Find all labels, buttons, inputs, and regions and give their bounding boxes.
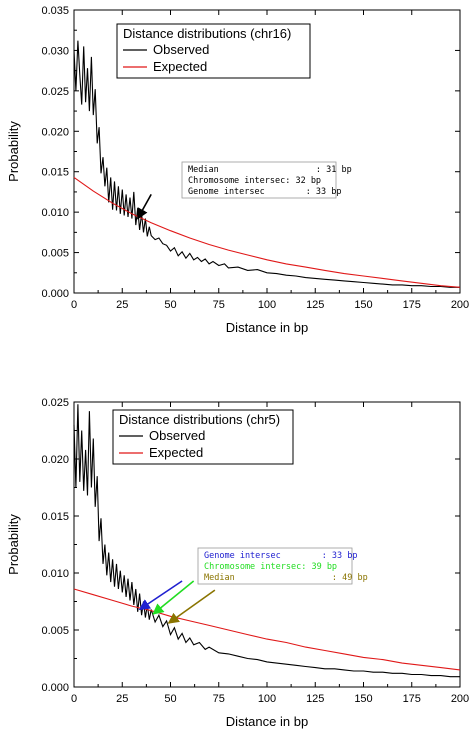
- y-tick-label: 0.005: [41, 625, 69, 637]
- annotation-arrows: [138, 580, 216, 624]
- legend: Distance distributions (chr5) Observed E…: [112, 409, 294, 465]
- x-tick-label: 200: [451, 299, 469, 311]
- series-line-observed: [73, 40, 460, 288]
- y-tick-label: 0.015: [41, 167, 69, 179]
- x-tick-label: 50: [164, 693, 176, 705]
- x-tick-labels: 0 25 50 75 100 125 150 175 200: [71, 693, 469, 705]
- y-tick-label: 0.030: [41, 45, 69, 57]
- annotation-arrow: [138, 580, 183, 611]
- annotation-chromosome-intersec: Chromosome intersec: 32 bp: [188, 176, 321, 186]
- legend-label-observed: Observed: [153, 42, 209, 57]
- y-tick-label: 0.005: [41, 248, 69, 260]
- legend-title: Distance distributions (chr16): [123, 26, 291, 41]
- annotation-box: Genome intersec : 33 bp Chromosome inter…: [197, 547, 368, 585]
- x-tick-label: 100: [258, 693, 276, 705]
- y-tick-label: 0.000: [41, 288, 69, 300]
- x-tick-label: 0: [71, 693, 77, 705]
- annotation-arrows: [136, 193, 152, 220]
- tick-marks: [73, 401, 461, 688]
- y-tick-label: 0.000: [41, 682, 69, 694]
- annotation-box: Median : 31 bp Chromosome intersec: 32 b…: [181, 161, 352, 199]
- x-tick-label: 25: [116, 299, 128, 311]
- tick-marks: [73, 9, 461, 294]
- legend-box: [112, 409, 294, 465]
- y-tick-label: 0.015: [41, 511, 69, 523]
- chart-panel-chr5: 0 25 50 75 100 125 150 175 200 0.0000.0050.0100.…: [6, 397, 469, 729]
- x-tick-label: 125: [306, 299, 324, 311]
- y-axis-title: Probability: [6, 514, 21, 575]
- x-tick-label: 75: [213, 693, 225, 705]
- y-tick-label: 0.010: [41, 568, 69, 580]
- x-tick-label: 125: [306, 693, 324, 705]
- x-tick-label: 150: [354, 693, 372, 705]
- x-tick-label: 200: [451, 693, 469, 705]
- x-tick-label: 175: [403, 299, 421, 311]
- x-tick-label: 0: [71, 299, 77, 311]
- annotation-frame: [197, 547, 353, 585]
- annotation-frame: [181, 161, 337, 199]
- x-tick-label: 50: [164, 299, 176, 311]
- y-tick-label: 0.025: [41, 397, 69, 409]
- x-axis-title: Distance in bp: [226, 714, 308, 729]
- series-line-observed: [73, 404, 460, 678]
- annotation-arrow: [152, 580, 195, 615]
- series-line-expected: [73, 588, 461, 671]
- annotation-arrow: [136, 193, 152, 220]
- y-tick-label: 0.020: [41, 126, 69, 138]
- x-tick-label: 75: [213, 299, 225, 311]
- y-tick-label: 0.010: [41, 207, 69, 219]
- chart-panel-chr16: 0 25 50 75 100 125 150 175 200 0.0000.0050.0100.…: [6, 5, 469, 335]
- legend: Distance distributions (chr16) Observed …: [116, 23, 311, 79]
- y-tick-label: 0.020: [41, 454, 69, 466]
- legend-title: Distance distributions (chr5): [119, 412, 280, 427]
- legend-label-observed: Observed: [149, 428, 205, 443]
- x-axis-title: Distance in bp: [226, 320, 308, 335]
- y-tick-labels: 0.000 0.005 0.010 0.015 0.020 0.025 0.030 0.035: [41, 5, 69, 300]
- x-tick-label: 150: [354, 299, 372, 311]
- annotation-arrow: [167, 589, 216, 624]
- legend-label-expected: Expected: [149, 445, 203, 460]
- legend-label-expected: Expected: [153, 59, 207, 74]
- x-tick-labels: 0 25 50 75 100 125 150 175 200: [71, 299, 469, 311]
- y-tick-labels: 0.000 0.005 0.010 0.015 0.020 0.025: [41, 397, 69, 694]
- x-tick-label: 25: [116, 693, 128, 705]
- legend-box: [116, 23, 311, 79]
- annotation-median: Median : 49 bp: [204, 573, 368, 583]
- x-tick-label: 100: [258, 299, 276, 311]
- y-tick-label: 0.025: [41, 86, 69, 98]
- y-tick-label: 0.035: [41, 5, 69, 17]
- annotation-median: Median : 31 bp: [188, 165, 352, 175]
- series-layer: [73, 404, 461, 678]
- annotation-chromosome-intersec: Chromosome intersec: 39 bp: [204, 562, 337, 572]
- annotation-genome-intersec: Genome intersec : 33 bp: [204, 551, 358, 561]
- y-axis-title: Probability: [6, 121, 21, 182]
- annotation-genome-intersec: Genome intersec : 33 bp: [188, 187, 342, 197]
- x-tick-label: 175: [403, 693, 421, 705]
